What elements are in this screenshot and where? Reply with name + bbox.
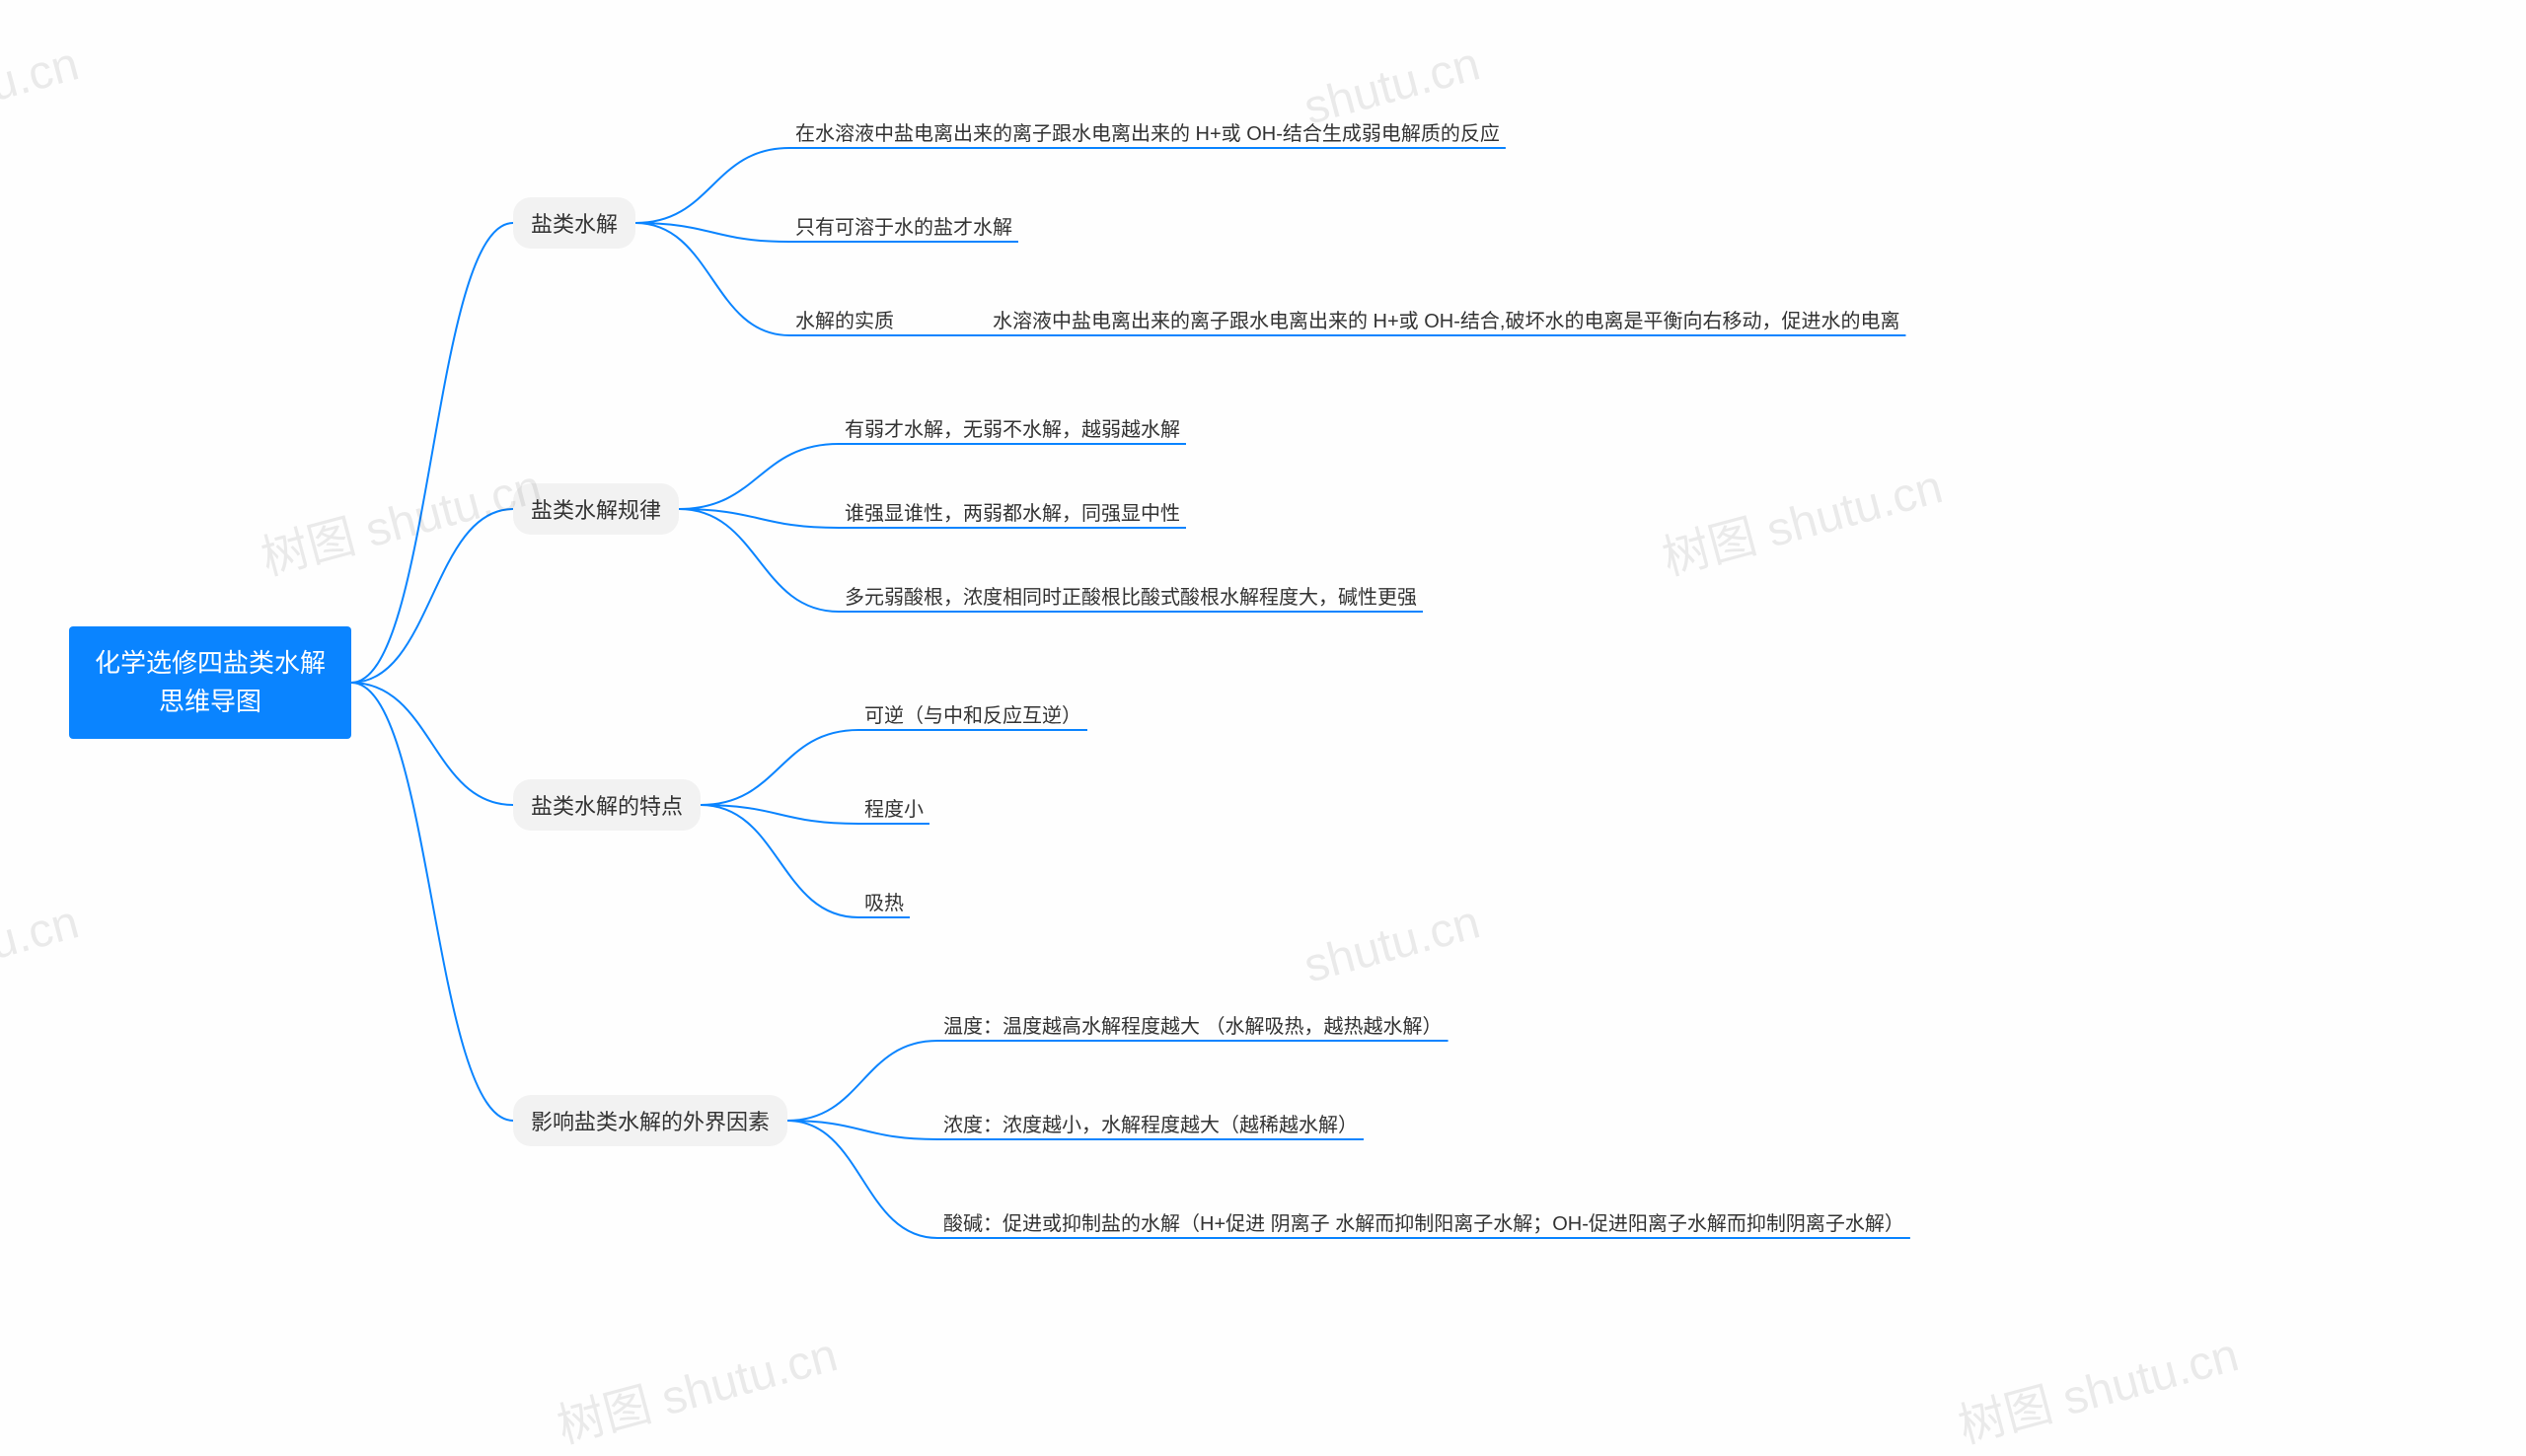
leaf-label: 吸热 xyxy=(864,893,904,914)
leaf-b2c1[interactable]: 有弱才水解，无弱不水解，越弱越水解 xyxy=(839,409,1186,446)
branch-label: 盐类水解的特点 xyxy=(531,794,683,819)
mindmap-connectors xyxy=(0,0,2526,1398)
leaf-label: 只有可溶于水的盐才水解 xyxy=(795,217,1012,239)
branch-label: 影响盐类水解的外界因素 xyxy=(531,1110,770,1134)
leaf-label: 程度小 xyxy=(864,799,924,821)
leaf-b3c3[interactable]: 吸热 xyxy=(858,883,910,919)
branch-label: 盐类水解规律 xyxy=(531,498,661,523)
leaf-b4c2[interactable]: 浓度：浓度越小，水解程度越大（越稀越水解） xyxy=(937,1105,1364,1141)
leaf-b2c2[interactable]: 谁强显谁性，两弱都水解，同强显中性 xyxy=(839,493,1186,530)
leaf-b3c1[interactable]: 可逆（与中和反应互逆） xyxy=(858,695,1087,732)
branch-hydrolysis-rules[interactable]: 盐类水解规律 xyxy=(513,483,679,535)
leaf-b3c2[interactable]: 程度小 xyxy=(858,789,929,826)
root-node[interactable]: 化学选修四盐类水解 思维导图 xyxy=(69,626,351,739)
leaf-b2c3[interactable]: 多元弱酸根，浓度相同时正酸根比酸式酸根水解程度大，碱性更强 xyxy=(839,577,1423,614)
leaf-label: 有弱才水解，无弱不水解，越弱越水解 xyxy=(845,419,1180,441)
root-label-line2: 思维导图 xyxy=(95,683,326,721)
leaf-b1c1[interactable]: 在水溶液中盐电离出来的离子跟水电离出来的 H+或 OH-结合生成弱电解质的反应 xyxy=(789,113,1506,150)
branch-hydrolysis-features[interactable]: 盐类水解的特点 xyxy=(513,779,701,831)
leaf-label: 温度：温度越高水解程度越大 （水解吸热，越热越水解） xyxy=(943,1016,1443,1038)
leaf-label: 多元弱酸根，浓度相同时正酸根比酸式酸根水解程度大，碱性更强 xyxy=(845,587,1417,609)
leaf-b1c2[interactable]: 只有可溶于水的盐才水解 xyxy=(789,207,1018,244)
root-label-line1: 化学选修四盐类水解 xyxy=(95,644,326,683)
leaf-b4c3[interactable]: 酸碱：促进或抑制盐的水解（H+促进 阴离子 水解而抑制阳离子水解；OH-促进阳离… xyxy=(937,1203,1910,1240)
leaf-label: 可逆（与中和反应互逆） xyxy=(864,705,1081,727)
branch-label: 盐类水解 xyxy=(531,212,618,237)
leaf-b1c3a[interactable]: 水溶液中盐电离出来的离子跟水电离出来的 H+或 OH-结合,破坏水的电离是平衡向… xyxy=(987,301,1905,337)
branch-external-factors[interactable]: 影响盐类水解的外界因素 xyxy=(513,1095,787,1146)
leaf-label: 水解的实质 xyxy=(795,311,894,332)
leaf-b1c3[interactable]: 水解的实质 xyxy=(789,301,900,337)
leaf-label: 浓度：浓度越小，水解程度越大（越稀越水解） xyxy=(943,1115,1358,1136)
leaf-label: 水溶液中盐电离出来的离子跟水电离出来的 H+或 OH-结合,破坏水的电离是平衡向… xyxy=(993,311,1899,332)
leaf-b4c1[interactable]: 温度：温度越高水解程度越大 （水解吸热，越热越水解） xyxy=(937,1006,1449,1043)
leaf-label: 谁强显谁性，两弱都水解，同强显中性 xyxy=(845,503,1180,525)
leaf-label: 在水溶液中盐电离出来的离子跟水电离出来的 H+或 OH-结合生成弱电解质的反应 xyxy=(795,123,1500,145)
leaf-label: 酸碱：促进或抑制盐的水解（H+促进 阴离子 水解而抑制阳离子水解；OH-促进阳离… xyxy=(943,1213,1904,1235)
branch-salt-hydrolysis[interactable]: 盐类水解 xyxy=(513,197,635,249)
